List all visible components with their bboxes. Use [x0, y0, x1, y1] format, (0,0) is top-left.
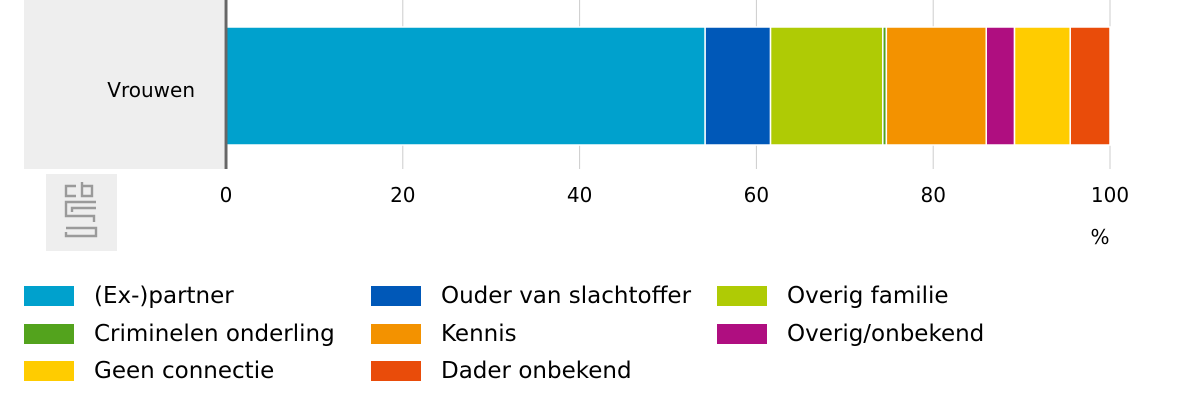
- legend-label: (Ex-)partner: [94, 283, 234, 309]
- x-tick-label: 0: [220, 183, 233, 207]
- x-tick-label: 80: [920, 183, 945, 207]
- legend-item: Kennis: [371, 319, 517, 349]
- legend-label: Geen connectie: [94, 358, 275, 384]
- legend-swatch: [24, 324, 74, 344]
- legend-label: Ouder van slachtoffer: [441, 283, 692, 309]
- legend-swatch: [717, 286, 767, 306]
- legend-swatch: [717, 324, 767, 344]
- legend-item: Overig familie: [717, 281, 949, 311]
- bar-segment-6: [1013, 26, 1071, 146]
- legend-swatch: [371, 324, 421, 344]
- bar-segment-2: [769, 26, 884, 146]
- bar-segment-4: [885, 26, 987, 146]
- legend-item: (Ex-)partner: [24, 281, 234, 311]
- bar-segment-7: [1069, 26, 1111, 146]
- legend-label: Overig familie: [787, 283, 949, 309]
- cbs-logo-icon: [46, 174, 117, 251]
- legend-label: Dader onbekend: [441, 358, 632, 384]
- category-label: Vrouwen: [107, 78, 195, 102]
- legend-swatch: [371, 361, 421, 381]
- legend-label: Overig/onbekend: [787, 321, 985, 347]
- legend-item: Ouder van slachtoffer: [371, 281, 691, 311]
- legend-item: Dader onbekend: [371, 356, 632, 386]
- legend-swatch: [371, 286, 421, 306]
- x-unit-label: %: [1090, 225, 1109, 249]
- legend-label: Criminelen onderling: [94, 321, 335, 347]
- legend: (Ex-)partner Ouder van slachtoffer Overig …: [24, 281, 1184, 391]
- legend-item: Criminelen onderling: [24, 319, 335, 349]
- legend-item: Geen connectie: [24, 356, 274, 386]
- legend-label: Kennis: [441, 321, 517, 347]
- legend-swatch: [24, 361, 74, 381]
- category-label-background: [24, 0, 224, 169]
- x-tick-label: 60: [744, 183, 769, 207]
- bar-segment-5: [985, 26, 1016, 146]
- legend-swatch: [24, 286, 74, 306]
- bar-segment-1: [704, 26, 772, 146]
- x-tick-label: 100: [1091, 183, 1129, 207]
- bar-segment-0: [225, 26, 706, 146]
- legend-item: Overig/onbekend: [717, 319, 984, 349]
- x-tick-label: 20: [390, 183, 415, 207]
- x-tick-label: 40: [567, 183, 592, 207]
